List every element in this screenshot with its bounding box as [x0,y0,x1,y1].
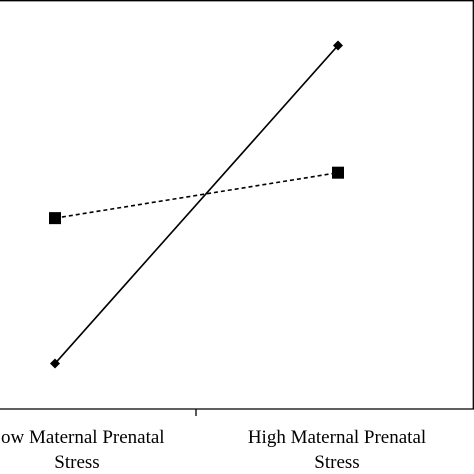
x-tick-label-1: Low Maternal Prenatal Stress [0,427,165,473]
x-tick-label-2-line-1: High Maternal Prenatal [248,427,426,448]
x-tick-label-2: High Maternal Prenatal Stress [248,427,426,473]
x-tick-label-1-line-2: Stress [54,452,99,473]
data-point-square-2 [332,166,344,179]
x-tick-label-2-line-2: Stress [314,452,359,473]
data-point-square-1 [49,212,61,225]
series-layer [49,40,344,369]
series-solid [50,40,343,369]
series-line-dashed [54,171,339,219]
series-dashed [49,166,344,225]
x-tick-label-1-line-1: Low Maternal Prenatal [0,427,165,448]
data-point-diamond-2 [333,40,343,51]
series-line-solid [54,44,339,365]
plot-frame [0,0,474,416]
data-point-diamond-1 [50,358,60,369]
